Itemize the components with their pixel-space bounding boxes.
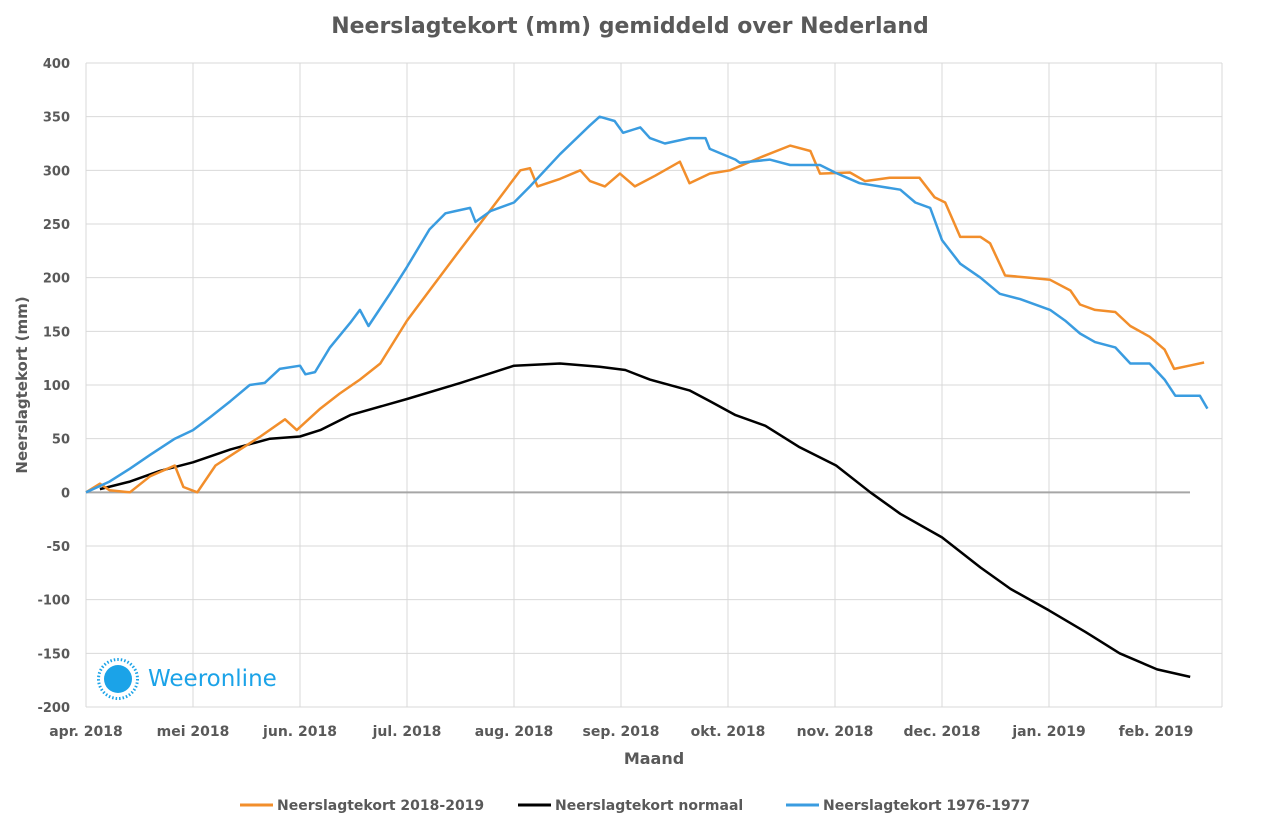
y-axis-label: Neerslagtekort (mm) — [13, 296, 31, 473]
legend: Neerslagtekort 2018-2019 Neerslagtekort n… — [240, 798, 1030, 814]
x-tick-label: jan. 2019 — [1011, 724, 1085, 740]
x-tick-label: nov. 2018 — [797, 724, 874, 740]
logo-text: Weeronline — [148, 666, 277, 692]
series-lines — [85, 115, 1209, 679]
y-tick-label: 200 — [43, 272, 70, 287]
y-tick-label: -200 — [37, 701, 70, 716]
x-tick-label: sep. 2018 — [582, 724, 659, 740]
x-tick-label: jun. 2018 — [262, 724, 337, 740]
series-line-1 — [99, 362, 1191, 679]
y-ticks: 400 350 300 250 200 150 100 50 0 -50 -100 -150 -200 — [37, 57, 70, 716]
series-line-2 — [85, 115, 1209, 494]
weeronline-logo: Weeronline — [96, 657, 277, 701]
legend-label: Neerslagtekort 2018-2019 — [277, 798, 484, 814]
x-tick-label: apr. 2018 — [49, 724, 123, 740]
grid — [85, 62, 1223, 708]
y-tick-label: 50 — [52, 433, 70, 448]
y-tick-label: -100 — [37, 594, 70, 609]
y-tick-label: 100 — [43, 379, 70, 394]
y-tick-label: 250 — [43, 218, 70, 233]
x-axis-label: Maand — [624, 749, 684, 768]
series-line-0 — [85, 144, 1205, 494]
x-tick-label: mei 2018 — [157, 724, 230, 740]
chart-title: Neerslagtekort (mm) gemiddeld over Neder… — [331, 14, 929, 39]
y-tick-label: 350 — [43, 111, 70, 126]
legend-label: Neerslagtekort normaal — [555, 798, 743, 814]
y-tick-label: 150 — [43, 325, 70, 340]
y-tick-label: 400 — [43, 57, 70, 72]
y-tick-label: -150 — [37, 647, 70, 662]
x-tick-label: okt. 2018 — [691, 724, 766, 740]
x-tick-label: aug. 2018 — [475, 724, 554, 740]
y-tick-label: -50 — [47, 540, 71, 555]
y-tick-label: 0 — [61, 486, 70, 501]
y-tick-label: 300 — [43, 164, 70, 179]
sun-icon — [97, 658, 139, 700]
legend-label: Neerslagtekort 1976-1977 — [823, 798, 1030, 814]
x-tick-label: feb. 2019 — [1119, 724, 1194, 740]
x-tick-label: jul. 2018 — [372, 724, 442, 740]
x-tick-label: dec. 2018 — [904, 724, 981, 740]
x-ticks: apr. 2018 mei 2018 jun. 2018 jul. 2018 aug. … — [49, 724, 1193, 740]
